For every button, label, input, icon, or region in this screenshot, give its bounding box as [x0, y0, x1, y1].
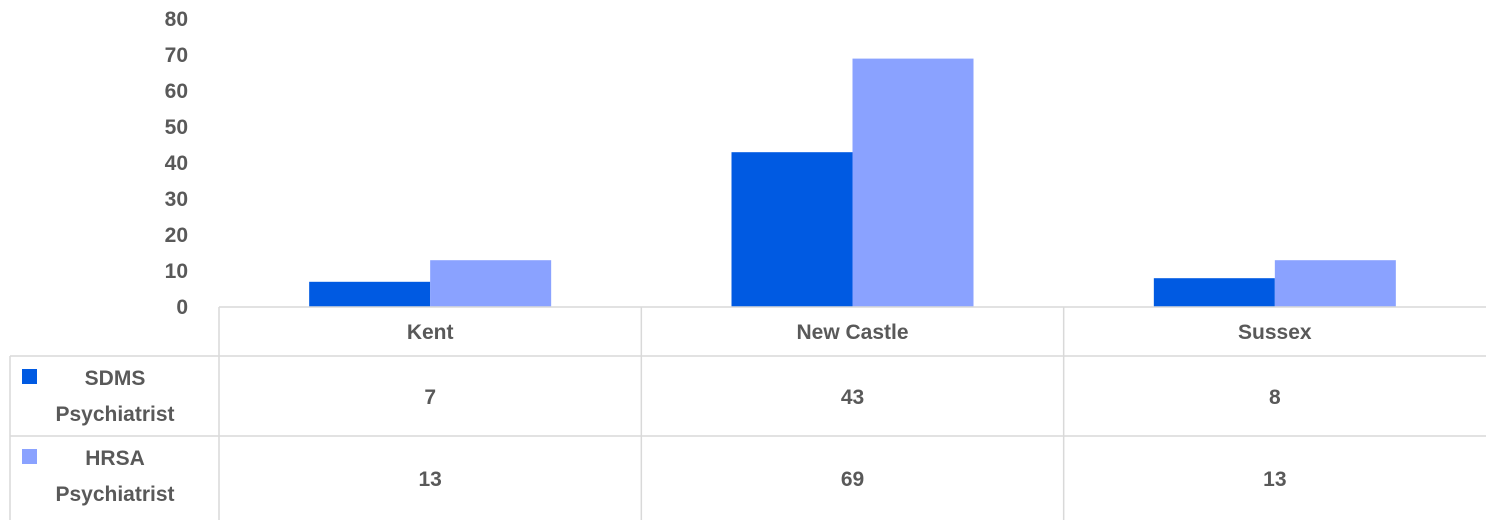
table-cell-value: 69 [841, 468, 864, 491]
table-cell-value: 7 [424, 386, 436, 409]
bars [309, 58, 1396, 307]
series-name: SDMS Psychiatrist [55, 367, 174, 426]
y-tick-label: 60 [165, 80, 188, 103]
bar-sdms-kent [309, 281, 431, 307]
y-tick-label: 80 [165, 8, 188, 31]
data-table: Kent New Castle Sussex SDMS Psychiatrist 7 43 8… [9, 306, 1486, 520]
bar-sdms-new-castle [731, 152, 853, 307]
bar-hrsa-sussex [1274, 260, 1396, 307]
y-tick-label: 40 [165, 152, 188, 175]
legend-swatch [22, 369, 37, 384]
y-tick-label: 30 [165, 188, 188, 211]
y-tick-label: 20 [165, 224, 188, 247]
table-cell-value: 13 [1263, 468, 1286, 491]
y-tick-label: 0 [176, 296, 188, 319]
bar-hrsa-kent [430, 260, 552, 307]
series-name: HRSA Psychiatrist [55, 447, 174, 506]
table-cell-value: 13 [418, 468, 441, 491]
y-tick-label: 10 [165, 260, 188, 283]
legend-swatch [22, 449, 37, 464]
bar-sdms-sussex [1153, 278, 1275, 307]
table-cell-value: 8 [1269, 386, 1281, 409]
y-tick-label: 50 [165, 116, 188, 139]
y-axis: 0 10 20 30 40 50 60 70 80 [165, 8, 188, 319]
table-cell-value: 43 [841, 386, 864, 409]
bar-hrsa-new-castle [852, 58, 974, 307]
y-tick-label: 70 [165, 44, 188, 67]
category-label: New Castle [796, 321, 908, 344]
category-label: Kent [407, 321, 454, 344]
category-label: Sussex [1238, 321, 1312, 344]
